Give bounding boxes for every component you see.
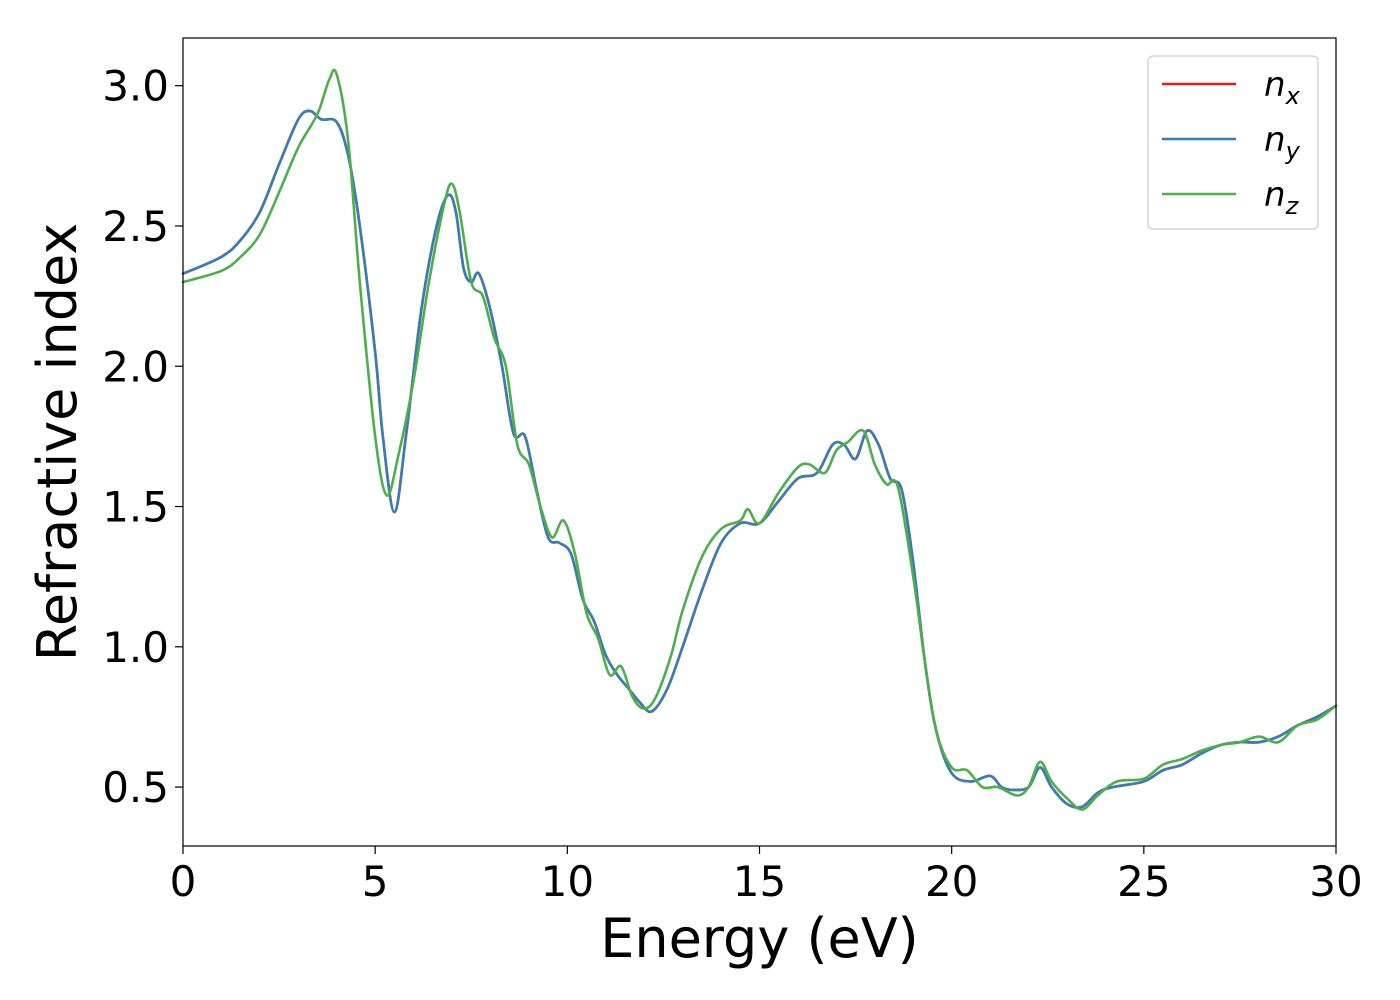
y-tick-label: 1.5 xyxy=(102,483,169,532)
x-tick-label: 15 xyxy=(733,857,786,906)
x-tick-label: 30 xyxy=(1309,857,1362,906)
x-axis-label: Energy (eV) xyxy=(600,907,919,970)
y-tick-label: 1.0 xyxy=(102,623,169,672)
x-tick-label: 5 xyxy=(362,857,389,906)
y-tick-label: 2.5 xyxy=(102,202,169,251)
x-tick-label: 20 xyxy=(925,857,978,906)
y-tick-label: 3.0 xyxy=(102,62,169,111)
series-layer xyxy=(181,68,1338,811)
x-axis-ticks: 0 5 10 15 20 25 30 xyxy=(170,846,1363,906)
series-line-nz xyxy=(181,68,1338,811)
legend-box xyxy=(1147,55,1319,230)
y-tick-label: 2.0 xyxy=(102,342,169,391)
y-axis-ticks: 0.5 1.0 1.5 2.0 2.5 3.0 xyxy=(102,62,183,812)
y-tick-label: 0.5 xyxy=(102,763,169,812)
x-tick-label: 0 xyxy=(170,857,197,906)
y-axis-label: Refractive index xyxy=(26,223,89,662)
x-tick-label: 10 xyxy=(541,857,594,906)
x-tick-label: 25 xyxy=(1117,857,1170,906)
